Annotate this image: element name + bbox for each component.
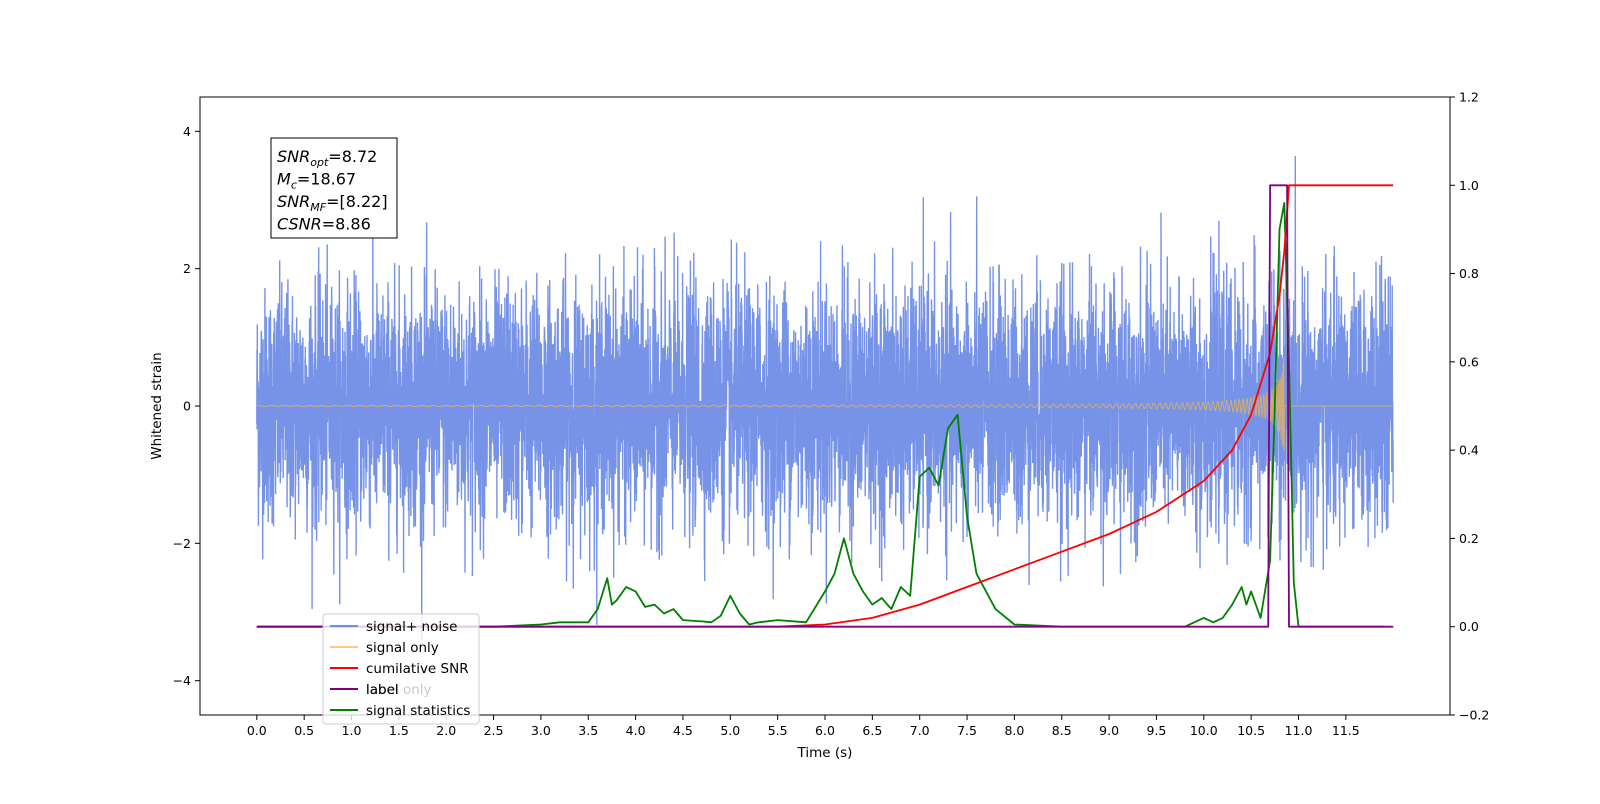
annotation-line: SNRMF=[8.22]	[277, 192, 388, 214]
x-tick-label: 1.5	[389, 723, 409, 738]
x-tick-label: 11.0	[1285, 723, 1313, 738]
annotation-symbol: SNR	[277, 147, 310, 166]
y2-tick-label: 0.4	[1459, 443, 1479, 458]
y2-tick-label: 0.6	[1459, 354, 1479, 369]
y-tick-label: −4	[173, 673, 191, 688]
x-tick-label: 4.5	[673, 723, 693, 738]
y-tick-label: −2	[173, 536, 191, 551]
x-tick-label: 10.0	[1190, 723, 1218, 738]
series-label	[256, 184, 1394, 628]
x-axis-label: Time (s)	[797, 745, 853, 761]
legend-label: signal statistics	[366, 703, 470, 719]
annotation-line: SNRopt=8.72	[277, 147, 377, 169]
annotation-symbol: M	[277, 170, 291, 189]
x-tick-label: 3.5	[578, 723, 598, 738]
y2-tick-label: 1.2	[1459, 90, 1479, 105]
series-signal-noise	[256, 155, 1394, 641]
annotation-frame	[270, 137, 398, 239]
annotation-value: =8.72	[328, 147, 377, 166]
annotation-symbol: SNR	[277, 192, 310, 211]
x-tick-label: 7.5	[957, 723, 977, 738]
series-cumulative-snr	[256, 184, 1394, 628]
y2-tick-label: 0.2	[1459, 531, 1479, 546]
y-tick-label: 0	[183, 399, 191, 414]
annotation-subscript: opt	[310, 156, 329, 169]
series-signal-only	[256, 357, 1394, 451]
x-tick-label: 2.0	[436, 723, 456, 738]
series-signal-statistics	[256, 202, 1384, 628]
x-tick-label: 2.5	[484, 723, 504, 738]
y2-axis-ticks: 1.2 1.0 0.8 0.6 0.4 0.2 0.0 −0.2	[1450, 90, 1489, 723]
legend-label: signal only	[366, 640, 439, 656]
x-tick-label: 5.5	[768, 723, 788, 738]
x-tick-label: 3.0	[531, 723, 551, 738]
x-tick-label: 0.5	[294, 723, 314, 738]
x-axis-ticks: 0.0 0.5 1.0 1.5 2.0 2.5 3.0 3.5 4.0 4.5 5.0 5.5 6.0 6…	[247, 715, 1360, 738]
x-tick-label: 0.0	[247, 723, 267, 738]
x-tick-label: 11.5	[1332, 723, 1360, 738]
annotation-symbol: CSNR	[277, 215, 322, 234]
x-tick-label: 9.5	[1146, 723, 1166, 738]
y2-tick-label: 0.8	[1459, 266, 1479, 281]
legend: signal+ noise signal only cumilative SNR la…	[322, 613, 480, 725]
y2-tick-label: −0.2	[1459, 708, 1489, 723]
legend-label-hidden: label only	[366, 682, 432, 698]
annotation-value: =8.86	[322, 215, 371, 234]
x-tick-label: 8.5	[1052, 723, 1072, 738]
y2-tick-label: 1.0	[1459, 178, 1479, 193]
x-tick-label: 6.0	[815, 723, 835, 738]
annotation-subscript: MF	[310, 201, 326, 214]
x-tick-label: 5.0	[720, 723, 740, 738]
x-tick-label: 4.0	[626, 723, 646, 738]
x-tick-label: 1.0	[342, 723, 362, 738]
x-tick-label: 9.0	[1099, 723, 1119, 738]
annotation-line: Mc=18.67	[277, 170, 356, 192]
legend-label: label	[366, 682, 399, 698]
x-tick-label: 10.5	[1237, 723, 1265, 738]
legend-label: signal+ noise	[366, 619, 457, 635]
annotation-subscript: c	[291, 179, 297, 192]
x-tick-label: 6.5	[862, 723, 882, 738]
legend-label: cumilative SNR	[366, 661, 469, 677]
y-axis-ticks: 4 2 0 −2 −4	[173, 124, 200, 688]
x-tick-label: 7.0	[910, 723, 930, 738]
y-axis-label: Whitened strain	[149, 352, 165, 459]
x-tick-label: 8.0	[1004, 723, 1024, 738]
annotation-line: CSNR=8.86	[277, 215, 371, 234]
y-tick-label: 4	[183, 124, 191, 139]
plot-area	[256, 155, 1394, 641]
legend-label: label	[366, 682, 399, 698]
legend-frame	[322, 613, 480, 725]
annotation-value: =[8.22]	[326, 192, 388, 211]
annotation-value: =18.67	[297, 170, 356, 189]
y2-tick-label: 0.0	[1459, 619, 1479, 634]
y-tick-label: 2	[183, 261, 191, 276]
